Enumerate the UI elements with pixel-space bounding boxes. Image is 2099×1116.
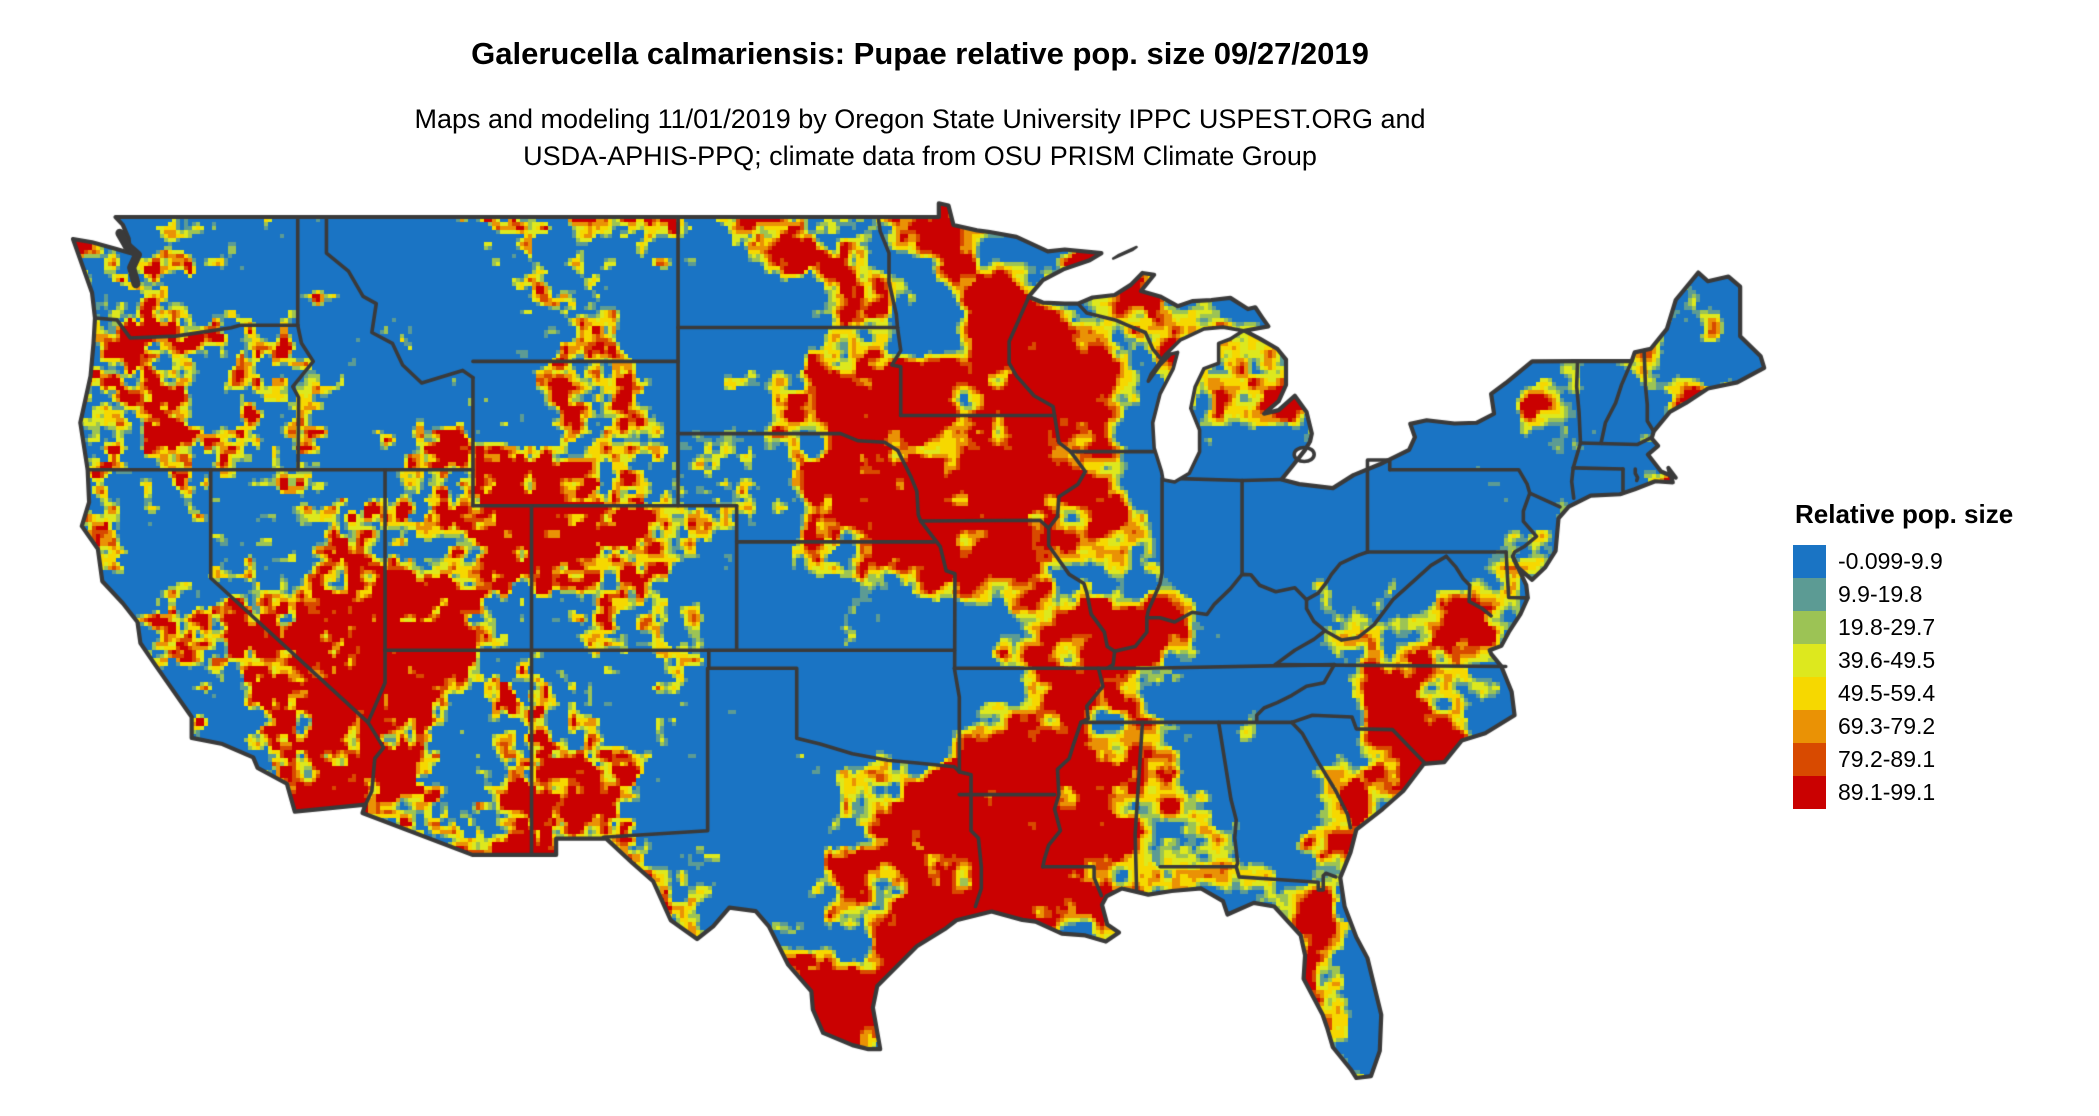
legend-swatch	[1793, 743, 1826, 776]
legend-swatch	[1793, 677, 1826, 710]
legend-swatch	[1793, 611, 1826, 644]
subtitle-line-1: Maps and modeling 11/01/2019 by Oregon S…	[414, 104, 1426, 134]
legend-label: 79.2-89.1	[1838, 746, 1936, 772]
legend-title: Relative pop. size	[1795, 499, 2014, 529]
legend-label: 89.1-99.1	[1838, 779, 1936, 805]
legend-label: 69.3-79.2	[1838, 713, 1936, 739]
subtitle-line-2: USDA-APHIS-PPQ; climate data from OSU PR…	[523, 141, 1317, 171]
legend-entry: 79.2-89.1	[1793, 743, 2013, 776]
page-title: Galerucella calmariensis: Pupae relative…	[471, 36, 1369, 71]
legend-entries: -0.099-9.9 9.9-19.8 19.8-29.7 39.6-49.5 49.5…	[1793, 545, 2013, 809]
legend-entry: -0.099-9.9	[1793, 545, 2013, 578]
legend-swatch	[1793, 710, 1826, 743]
legend-entry: 89.1-99.1	[1793, 776, 2013, 809]
legend-entry: 19.8-29.7	[1793, 611, 2013, 644]
legend-label: 39.6-49.5	[1838, 647, 1936, 673]
legend-swatch	[1793, 776, 1826, 809]
legend-swatch	[1793, 545, 1826, 578]
page-subtitle: Maps and modeling 11/01/2019 by Oregon S…	[75, 101, 1765, 175]
legend-label: 49.5-59.4	[1838, 680, 1936, 706]
legend-label: -0.099-9.9	[1838, 548, 1943, 574]
legend-swatch	[1793, 578, 1826, 611]
legend-swatch	[1793, 644, 1826, 677]
legend-entry: 49.5-59.4	[1793, 677, 2013, 710]
legend-entry: 9.9-19.8	[1793, 578, 2013, 611]
legend-label: 19.8-29.7	[1838, 614, 1936, 640]
legend-label: 9.9-19.8	[1838, 581, 1923, 607]
legend-entry: 69.3-79.2	[1793, 710, 2013, 743]
legend: Relative pop. size -0.099-9.9 9.9-19.8 19.…	[1793, 499, 2013, 809]
legend-entry: 39.6-49.5	[1793, 644, 2013, 677]
